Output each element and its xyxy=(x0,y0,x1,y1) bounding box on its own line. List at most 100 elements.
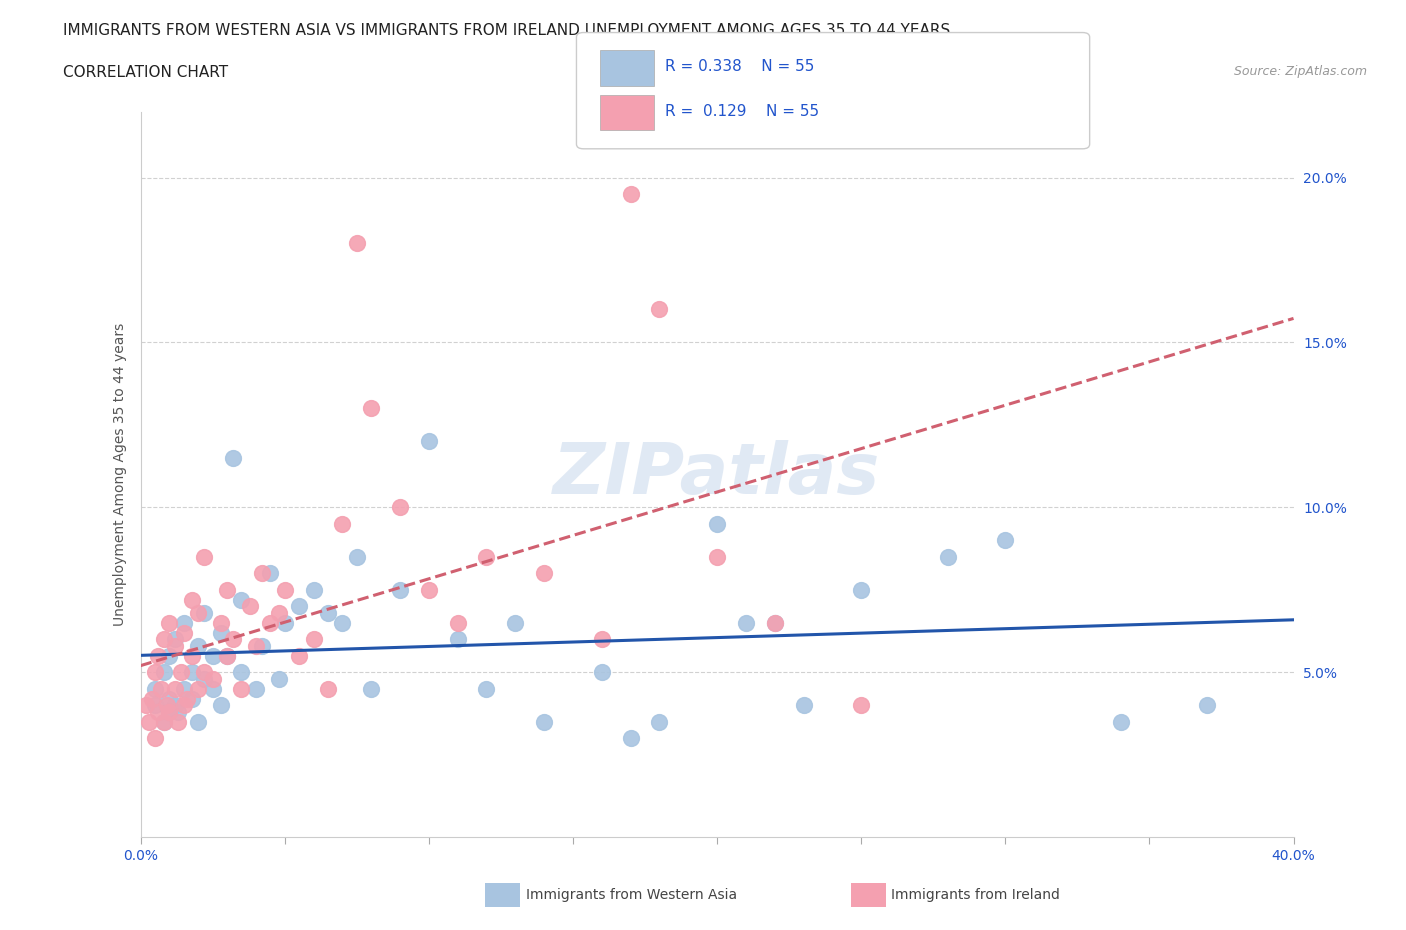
Point xyxy=(155,698,177,712)
Text: Immigrants from Ireland: Immigrants from Ireland xyxy=(891,887,1060,902)
Point xyxy=(619,731,641,746)
Point xyxy=(187,605,209,620)
Point xyxy=(152,665,174,680)
Text: IMMIGRANTS FROM WESTERN ASIA VS IMMIGRANTS FROM IRELAND UNEMPLOYMENT AMONG AGES : IMMIGRANTS FROM WESTERN ASIA VS IMMIGRAN… xyxy=(63,23,950,38)
Point xyxy=(619,187,641,202)
Point xyxy=(346,236,368,251)
Point xyxy=(793,698,815,712)
Point xyxy=(245,681,267,696)
Point xyxy=(138,714,160,729)
Point xyxy=(209,625,232,640)
Point xyxy=(274,616,297,631)
Point xyxy=(706,516,728,531)
Point xyxy=(591,665,613,680)
Point xyxy=(159,704,180,719)
Point xyxy=(193,671,215,686)
Point xyxy=(167,714,190,729)
Text: ZIPatlas: ZIPatlas xyxy=(554,440,880,509)
Point xyxy=(936,550,959,565)
Point xyxy=(167,704,190,719)
Point xyxy=(159,648,180,663)
Point xyxy=(193,605,215,620)
Point xyxy=(173,625,195,640)
Point xyxy=(849,582,872,597)
Point xyxy=(533,565,555,580)
Point xyxy=(173,698,195,712)
Point xyxy=(388,499,411,514)
Point xyxy=(173,616,195,631)
Text: Source: ZipAtlas.com: Source: ZipAtlas.com xyxy=(1233,65,1367,78)
Text: Immigrants from Western Asia: Immigrants from Western Asia xyxy=(526,887,737,902)
Point xyxy=(143,731,166,746)
Point xyxy=(146,648,169,663)
Point xyxy=(193,550,215,565)
Point xyxy=(648,714,671,729)
Point xyxy=(267,671,290,686)
Point xyxy=(231,665,253,680)
Point xyxy=(316,681,339,696)
Point xyxy=(360,681,382,696)
Point xyxy=(209,698,232,712)
Point xyxy=(181,691,204,706)
Point xyxy=(201,671,224,686)
Point xyxy=(259,565,281,580)
Point xyxy=(222,631,245,646)
Point xyxy=(201,648,224,663)
Point xyxy=(231,681,253,696)
Point xyxy=(503,616,526,631)
Point xyxy=(302,582,325,597)
Point xyxy=(533,714,555,729)
Point xyxy=(181,648,204,663)
Point xyxy=(274,582,297,597)
Point xyxy=(181,665,204,680)
Point xyxy=(170,665,193,680)
Point xyxy=(332,616,354,631)
Point xyxy=(193,665,215,680)
Point xyxy=(143,681,166,696)
Point xyxy=(159,691,180,706)
Point xyxy=(135,698,157,712)
Point xyxy=(152,714,174,729)
Point xyxy=(149,681,172,696)
Point xyxy=(706,550,728,565)
Point xyxy=(165,638,187,653)
Point xyxy=(447,616,470,631)
Point xyxy=(201,681,224,696)
Point xyxy=(302,631,325,646)
Point xyxy=(159,704,180,719)
Point xyxy=(849,698,872,712)
Point xyxy=(217,648,239,663)
Point xyxy=(187,681,209,696)
Point xyxy=(217,582,239,597)
Point xyxy=(152,631,174,646)
Point xyxy=(222,450,245,465)
Point xyxy=(143,698,166,712)
Point xyxy=(332,516,354,531)
Point xyxy=(209,616,232,631)
Point xyxy=(346,550,368,565)
Point xyxy=(763,616,786,631)
Point xyxy=(267,605,290,620)
Point xyxy=(418,434,440,449)
Point xyxy=(360,401,382,416)
Point xyxy=(648,302,671,317)
Text: CORRELATION CHART: CORRELATION CHART xyxy=(63,65,228,80)
Point xyxy=(187,638,209,653)
Point xyxy=(173,681,195,696)
Point xyxy=(181,592,204,607)
Point xyxy=(165,681,187,696)
Point xyxy=(245,638,267,653)
Point xyxy=(187,714,209,729)
Point xyxy=(152,714,174,729)
Point xyxy=(418,582,440,597)
Point xyxy=(231,592,253,607)
Point xyxy=(763,616,786,631)
Point xyxy=(1195,698,1218,712)
Point xyxy=(475,681,498,696)
Point xyxy=(288,599,311,614)
Point xyxy=(1109,714,1132,729)
Point xyxy=(735,616,758,631)
Point xyxy=(141,691,163,706)
Point xyxy=(239,599,262,614)
Point xyxy=(475,550,498,565)
